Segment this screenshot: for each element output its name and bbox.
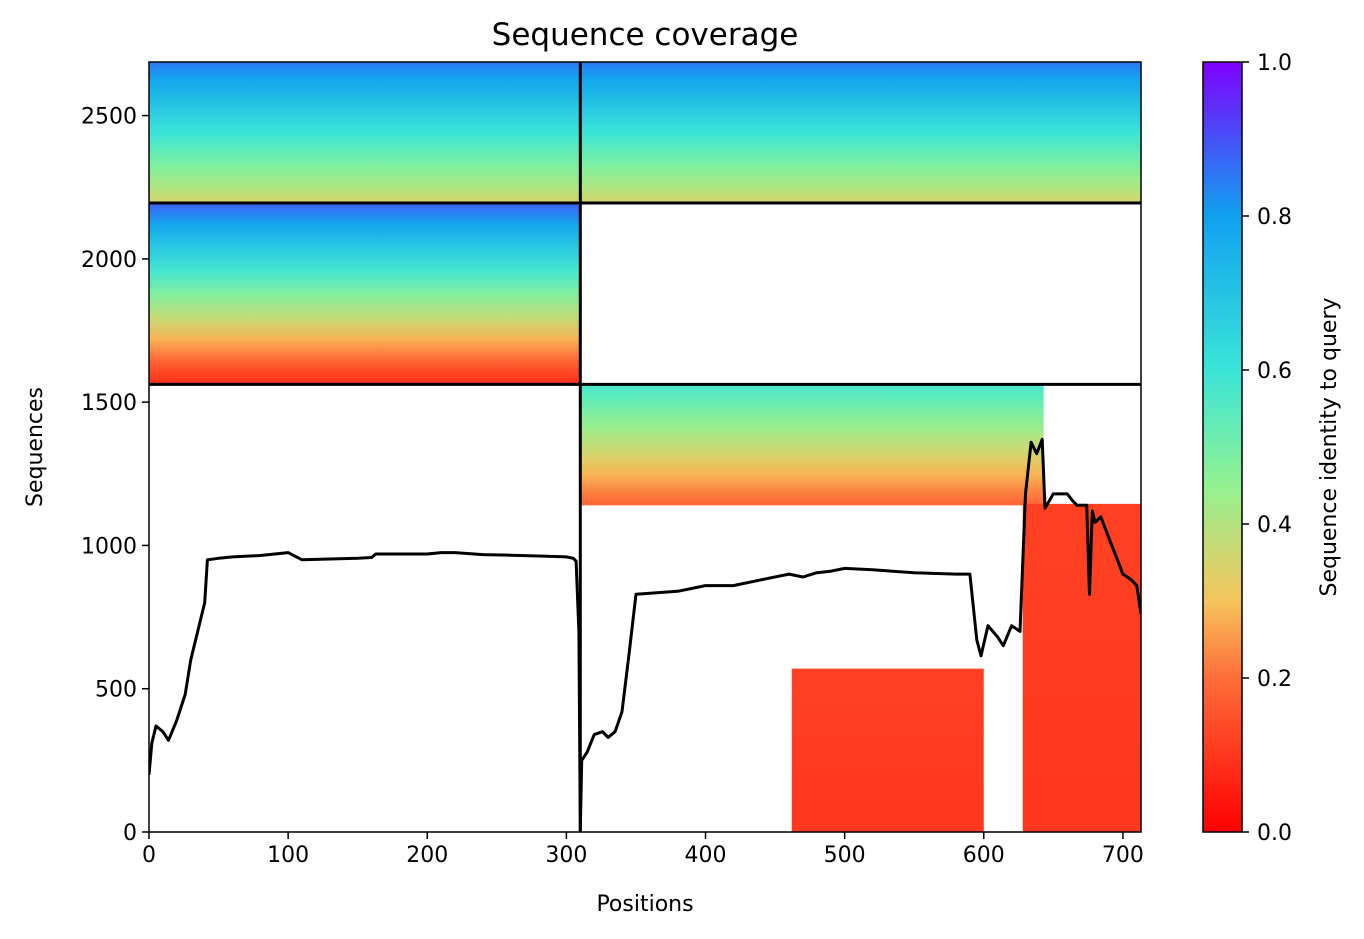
colorbar-tick-label: 0.2 [1257,667,1292,692]
colorbar-tick-label: 1.0 [1257,51,1292,76]
x-tick-label: 200 [406,843,448,868]
y-tick-label: 1500 [81,391,137,416]
x-tick-label: 300 [545,843,587,868]
y-tick-label: 0 [123,821,137,846]
coverage-line [149,437,1141,832]
y-axis-label: Sequences [23,387,48,507]
colorbar-tick-label: 0.6 [1257,359,1292,384]
coverage-heatmap [149,62,1141,832]
colorbar-label: Sequence identity to query [1317,297,1342,596]
x-tick-label: 500 [824,843,866,868]
colorbar-tick-label: 0.0 [1257,821,1292,846]
x-tick-label: 700 [1102,843,1144,868]
x-tick-label: 100 [267,843,309,868]
colorbar-tick-label: 0.4 [1257,513,1292,538]
y-axis-ticks: 0 500 1000 1500 2000 2500 [81,105,149,846]
x-tick-label: 400 [685,843,727,868]
plot-frame [148,61,1142,833]
colorbar-ticks: 0.0 0.2 0.4 0.6 0.8 1.0 [1242,51,1292,846]
coverage-line-layer [149,437,1141,832]
coverage-block [580,62,1141,203]
chart-title: Sequence coverage [492,17,799,53]
y-tick-label: 2000 [81,248,137,273]
x-tick-label: 600 [963,843,1005,868]
coverage-block [149,62,581,203]
y-tick-label: 500 [95,678,137,703]
colorbar-tick-label: 0.8 [1257,205,1292,230]
coverage-block [149,202,581,385]
coverage-block [791,668,984,832]
coverage-block [1022,503,1141,832]
x-axis-label: Positions [596,892,693,917]
colorbar [1202,61,1243,833]
y-tick-label: 2500 [81,105,137,130]
x-tick-label: 0 [142,843,156,868]
x-axis-ticks: 0 100 200 300 400 500 600 700 [142,832,1144,868]
y-tick-label: 1000 [81,534,137,559]
coverage-block [580,384,1044,506]
